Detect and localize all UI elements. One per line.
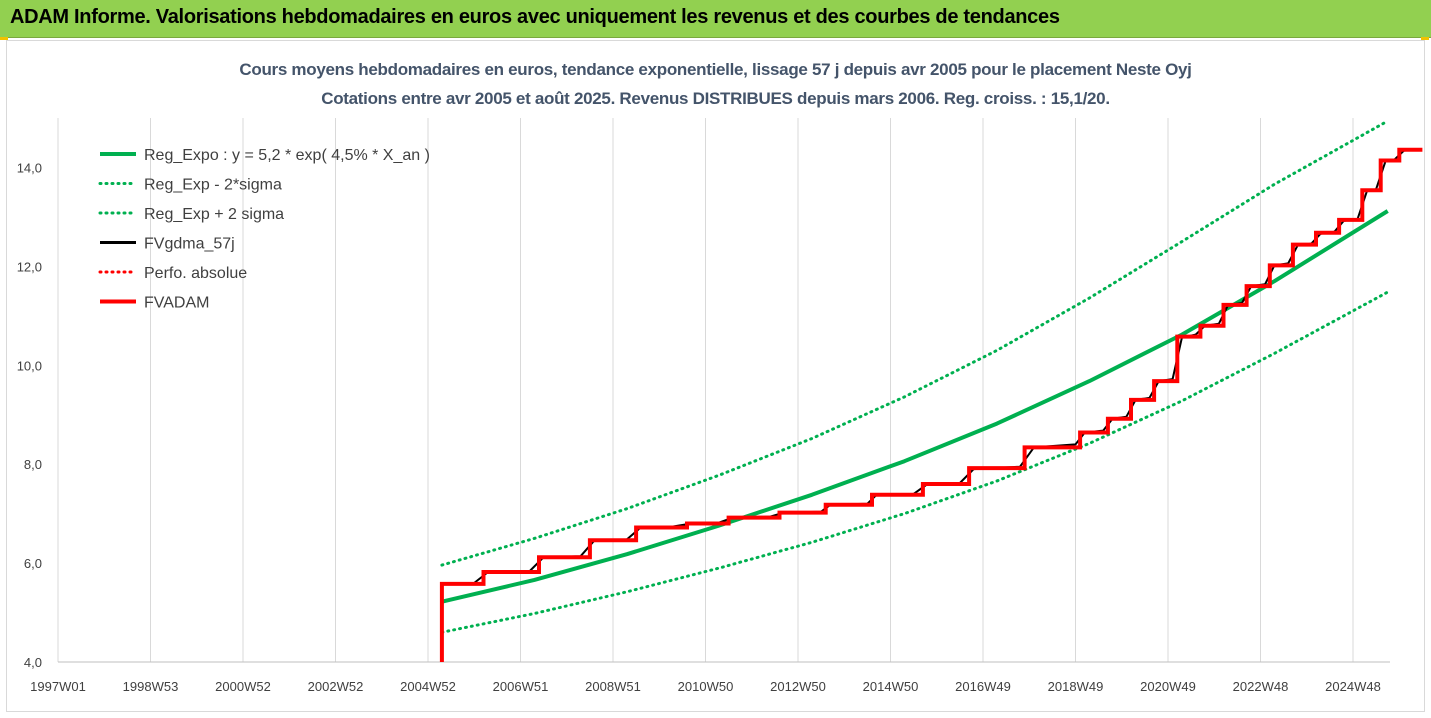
y-tick-label: 4,0 <box>24 655 42 670</box>
frame-corner-marker <box>0 37 8 40</box>
x-tick-label: 2010W50 <box>678 679 734 694</box>
x-tick-label: 2022W48 <box>1233 679 1289 694</box>
x-tick-label: 2000W52 <box>215 679 271 694</box>
y-axis-ticks: 4,0 6,0 8,0 10,0 12,0 14,0 <box>17 160 42 670</box>
legend-label: FVgdma_57j <box>144 236 235 253</box>
chart-title: Cours moyens hebdomadaires en euros, ten… <box>239 60 1192 79</box>
frame-corner-marker <box>1421 37 1429 40</box>
report-header: ADAM Informe. Valorisations hebdomadaire… <box>0 0 1431 38</box>
x-tick-label: 1998W53 <box>123 679 179 694</box>
y-tick-label: 8,0 <box>24 457 42 472</box>
x-tick-label: 2014W50 <box>863 679 919 694</box>
x-tick-label: 2002W52 <box>308 679 364 694</box>
band-line <box>440 119 1390 567</box>
chart-grid <box>57 118 1390 663</box>
band-line <box>440 290 1390 634</box>
x-tick-label: 1997W01 <box>30 679 86 694</box>
chart-subtitle: Cotations entre avr 2005 et août 2025. R… <box>321 89 1110 108</box>
report-title: ADAM Informe. Valorisations hebdomadaire… <box>10 6 1060 28</box>
legend-label: Reg_Exp - 2*sigma <box>144 177 282 194</box>
legend-label: Reg_Exp + 2 sigma <box>144 206 284 223</box>
y-tick-label: 6,0 <box>24 556 42 571</box>
y-tick-label: 10,0 <box>17 358 42 373</box>
plot-series <box>439 119 1423 662</box>
x-tick-label: 2024W48 <box>1325 679 1381 694</box>
x-tick-label: 2004W52 <box>400 679 456 694</box>
trend-line <box>441 209 1389 604</box>
x-tick-label: 2012W50 <box>770 679 826 694</box>
x-tick-label: 2008W51 <box>585 679 641 694</box>
chart-frame <box>6 40 1425 712</box>
x-tick-label: 2016W49 <box>955 679 1011 694</box>
step-line <box>439 147 1423 662</box>
chart-legend: Reg_Expo : y = 5,2 * exp( 4,5% * X_an ) R… <box>98 147 430 312</box>
x-tick-label: 2020W49 <box>1140 679 1196 694</box>
smoothed-line <box>441 148 1418 585</box>
y-tick-label: 12,0 <box>17 259 42 274</box>
x-tick-label: 2018W49 <box>1048 679 1104 694</box>
y-tick-label: 14,0 <box>17 160 42 175</box>
legend-label: Perfo. absolue <box>144 265 247 282</box>
x-axis-ticks: 1997W01 1998W53 2000W52 2002W52 2004W52 2006W… <box>30 679 1381 694</box>
x-tick-label: 2006W51 <box>493 679 549 694</box>
legend-label: Reg_Expo : y = 5,2 * exp( 4,5% * X_an ) <box>144 147 430 164</box>
legend-label: FVADAM <box>144 295 209 312</box>
